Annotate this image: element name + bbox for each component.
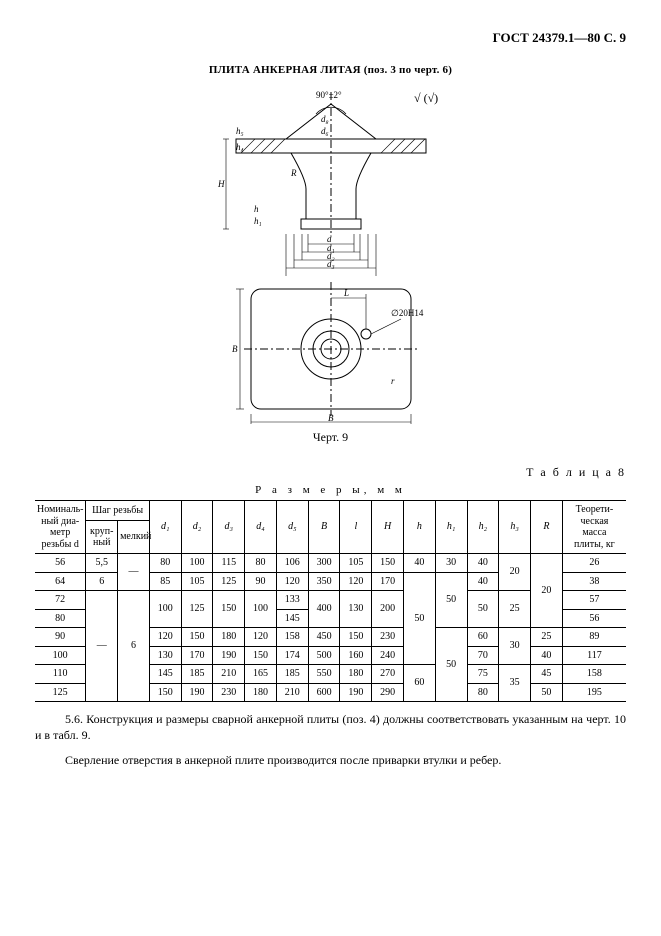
th-R: R xyxy=(531,501,563,554)
table-label: Т а б л и ц а 8 xyxy=(35,465,626,480)
th-coarse: круп- ный xyxy=(86,521,118,554)
paragraph-5-6: 5.6. Конструкция и размеры сварной анкер… xyxy=(35,712,626,743)
th-h3: h₃ xyxy=(499,501,531,554)
table-row: 56 5,5 — 80 100 115 80 106 300 105 150 4… xyxy=(35,554,626,573)
dimensions-table: Номиналь- ный диа- метр резьбы d Шаг рез… xyxy=(35,500,626,702)
svg-text:h₅: h₅ xyxy=(236,126,244,136)
svg-text:∅20H14: ∅20H14 xyxy=(391,308,424,318)
th-B: B xyxy=(308,501,340,554)
th-mass: Теорети- ческая масса плиты, кг xyxy=(562,501,626,554)
svg-text:B: B xyxy=(232,344,238,354)
th-fine: мелкий xyxy=(118,521,150,554)
th-d3: d₃ xyxy=(213,501,245,554)
drawing-svg: 90°±2° d₈ d₆ h₅ h₄ H R h₁ h d d₁ d₂ d₃ L… xyxy=(196,84,466,424)
doc-header: ГОСТ 24379.1—80 С. 9 xyxy=(35,30,626,46)
page-title: ПЛИТА АНКЕРНАЯ ЛИТАЯ (поз. 3 по черт. 6) xyxy=(35,64,626,76)
paragraph-drill: Сверление отверстия в анкерной плите про… xyxy=(35,753,626,769)
svg-text:H: H xyxy=(217,179,225,189)
figure-caption: Черт. 9 xyxy=(35,430,626,445)
th-h2: h₂ xyxy=(467,501,499,554)
svg-text:R: R xyxy=(290,168,297,178)
th-pitch: Шаг резьбы xyxy=(86,501,150,521)
svg-text:h₁: h₁ xyxy=(254,216,262,226)
th-H: H xyxy=(372,501,404,554)
svg-text:r: r xyxy=(391,376,395,386)
th-h1: h₁ xyxy=(435,501,467,554)
th-d4: d₄ xyxy=(245,501,277,554)
svg-text:h₄: h₄ xyxy=(236,142,244,152)
th-h: h xyxy=(403,501,435,554)
th-nominal: Номиналь- ный диа- метр резьбы d xyxy=(35,501,86,554)
svg-text:B: B xyxy=(328,413,334,423)
svg-text:d₃: d₃ xyxy=(327,259,335,269)
svg-text:d₈: d₈ xyxy=(321,114,329,124)
table-subtitle: Р а з м е р ы, м м xyxy=(35,484,626,496)
svg-text:L: L xyxy=(343,288,349,298)
svg-text:90°±2°: 90°±2° xyxy=(316,90,342,100)
th-l: l xyxy=(340,501,372,554)
th-d1: d₁ xyxy=(149,501,181,554)
svg-text:√ (√): √ (√) xyxy=(414,91,438,105)
th-d2: d₂ xyxy=(181,501,213,554)
th-d5: d₅ xyxy=(276,501,308,554)
svg-text:h: h xyxy=(254,204,259,214)
svg-text:d₆: d₆ xyxy=(321,126,329,136)
figure-9: 90°±2° d₈ d₆ h₅ h₄ H R h₁ h d d₁ d₂ d₃ L… xyxy=(35,84,626,445)
